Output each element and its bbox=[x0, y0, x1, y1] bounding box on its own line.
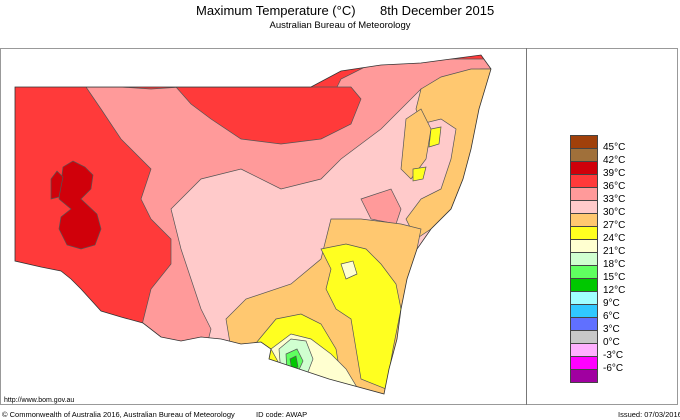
legend-swatch bbox=[570, 252, 598, 266]
legend-swatch bbox=[570, 239, 598, 253]
legend-label: 15°C bbox=[603, 272, 626, 283]
legend-label: -3°C bbox=[603, 350, 624, 361]
legend-label: 36°C bbox=[603, 181, 626, 192]
legend-swatch bbox=[570, 135, 598, 149]
legend-swatch bbox=[570, 304, 598, 318]
legend-label: 9°C bbox=[603, 298, 620, 309]
legend-swatch bbox=[570, 278, 598, 292]
source-url: http://www.bom.gov.au bbox=[4, 397, 75, 404]
map-frame bbox=[0, 48, 678, 405]
legend-swatch bbox=[570, 291, 598, 305]
legend-swatch bbox=[570, 265, 598, 279]
date-text: 8th December 2015 bbox=[380, 3, 495, 18]
legend-label: 45°C bbox=[603, 142, 626, 153]
legend-swatch bbox=[570, 330, 598, 344]
legend-label: 12°C bbox=[603, 285, 626, 296]
legend-swatch bbox=[570, 343, 598, 357]
temperature-map bbox=[14, 54, 492, 395]
legend-label: 33°C bbox=[603, 194, 626, 205]
legend-label: 24°C bbox=[603, 233, 626, 244]
legend-panel bbox=[526, 48, 678, 405]
legend-swatch bbox=[570, 200, 598, 214]
legend-swatch bbox=[570, 226, 598, 240]
legend-label: 21°C bbox=[603, 246, 626, 257]
issued-date: Issued: 07/03/2016 bbox=[618, 410, 680, 419]
legend-label: 0°C bbox=[603, 337, 620, 348]
legend-label: 30°C bbox=[603, 207, 626, 218]
legend-swatch bbox=[570, 187, 598, 201]
legend-swatch bbox=[570, 317, 598, 331]
legend-label: 27°C bbox=[603, 220, 626, 231]
legend-swatch bbox=[570, 148, 598, 162]
legend-label: -6°C bbox=[603, 363, 624, 374]
legend-swatch bbox=[570, 356, 598, 370]
legend-swatch bbox=[570, 174, 598, 188]
id-code: ID code: AWAP bbox=[256, 410, 308, 419]
legend-swatch bbox=[570, 161, 598, 175]
legend-label: 6°C bbox=[603, 311, 620, 322]
legend-swatch bbox=[570, 213, 598, 227]
legend-label: 18°C bbox=[603, 259, 626, 270]
copyright-text: © Commonwealth of Australia 2016, Austra… bbox=[2, 410, 235, 419]
subtitle: Australian Bureau of Meteorology bbox=[269, 20, 411, 31]
legend-label: 42°C bbox=[603, 155, 626, 166]
title-text: Maximum Temperature (°C) bbox=[196, 3, 356, 18]
legend-label: 3°C bbox=[603, 324, 620, 335]
legend-swatch bbox=[570, 369, 598, 383]
legend-label: 39°C bbox=[603, 168, 626, 179]
